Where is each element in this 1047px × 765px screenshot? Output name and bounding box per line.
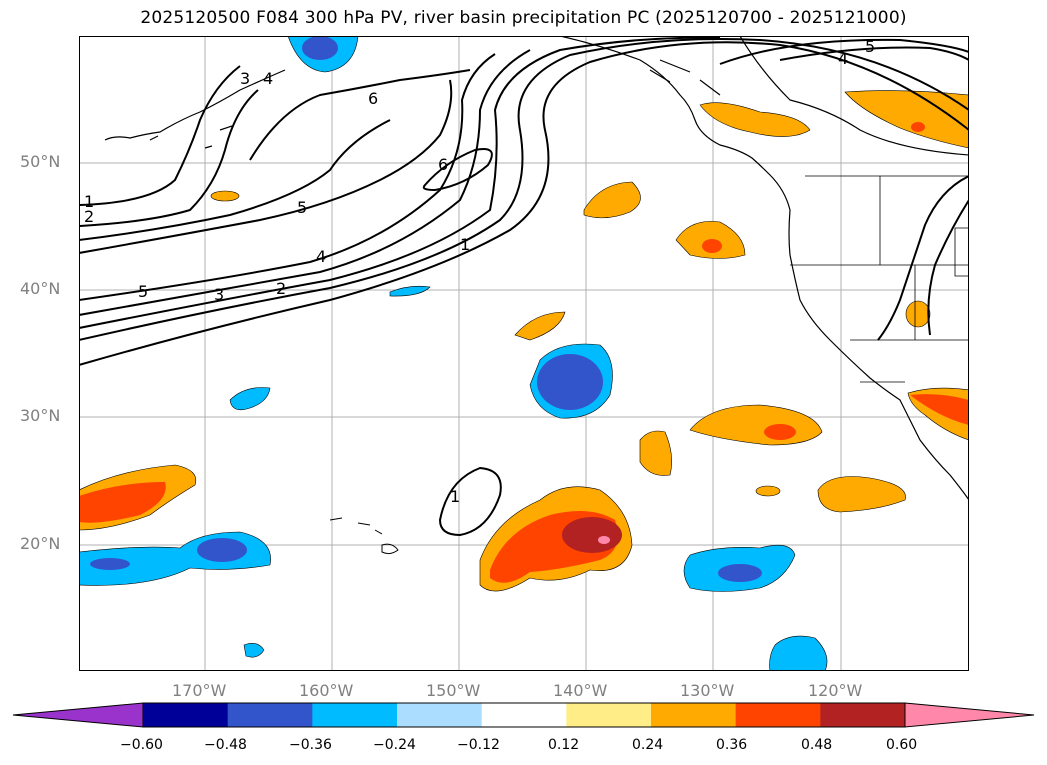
- colorbar-cell: [312, 703, 398, 727]
- orange-patch-east: [689, 404, 823, 446]
- colorbar-tick-label: −0.12: [457, 737, 500, 753]
- colorbar-cell: [566, 703, 652, 727]
- lon-label: 150°W: [426, 681, 481, 700]
- contour-label: 4: [263, 69, 273, 88]
- contour-label: 2: [84, 207, 94, 226]
- orange-patch-small-3: [755, 485, 781, 497]
- colorbar-cell: [651, 703, 737, 727]
- lon-label: 120°W: [808, 681, 863, 700]
- red-core-canada: [911, 122, 925, 132]
- colorbar-tick-label: 0.60: [886, 737, 918, 753]
- blue-core-west-2: [90, 558, 130, 570]
- political-borders: [790, 175, 968, 383]
- blue-core-north: [302, 37, 338, 60]
- red-core-west: [80, 482, 166, 523]
- contour-label: 4: [838, 49, 848, 68]
- colorbar-cell: [481, 703, 567, 727]
- orange-patch-se: [817, 476, 906, 513]
- contour-label: 3: [214, 285, 224, 304]
- blue-patch-small-2: [389, 285, 431, 297]
- colorbar-tick-label: −0.36: [289, 737, 332, 753]
- colorbar-tick-label: 0.36: [716, 737, 748, 753]
- hawaii-islands: [329, 517, 399, 555]
- orange-patch-mid2: [639, 430, 672, 476]
- contour-label-group: 1 2 3 4 5 6 6 5 4 3 2 5 4 1 1: [84, 37, 875, 506]
- blue-patch-southeast: [769, 635, 828, 670]
- blue-core-south: [718, 564, 762, 582]
- colorbar-cell: [143, 703, 229, 727]
- colorbar-tick-label: 0.48: [801, 737, 833, 753]
- colorbar-tick-label: −0.60: [120, 737, 163, 753]
- positive-pc-areas: [80, 90, 968, 592]
- contour-label: 1: [84, 192, 94, 211]
- contour-label: 6: [438, 155, 448, 174]
- pv-contours: [80, 37, 968, 537]
- colorbar-outline: [142, 702, 906, 728]
- colorbar-cell: [820, 703, 906, 727]
- darkred-core-central: [562, 517, 622, 553]
- lat-label: 30°N: [20, 406, 61, 425]
- blue-patch-small-3: [243, 643, 265, 658]
- orange-patch-ne2: [583, 181, 641, 219]
- contour-label: 5: [297, 198, 307, 217]
- lon-label: 140°W: [553, 681, 608, 700]
- blue-core-west: [197, 538, 247, 562]
- lon-label: 160°W: [299, 681, 354, 700]
- contour-label: 6: [368, 89, 378, 108]
- blue-core-central: [537, 354, 603, 410]
- red-core-ne1: [702, 239, 722, 253]
- colorbar-cell: [227, 703, 313, 727]
- contour-label: 5: [865, 37, 875, 56]
- contour-label: 1: [460, 235, 470, 254]
- contour-label: 1: [450, 487, 460, 506]
- colorbar-tick-label: 0.12: [548, 737, 580, 753]
- contour-label: 3: [240, 69, 250, 88]
- colorbar-extend-low: [12, 702, 144, 728]
- lon-label: 130°W: [680, 681, 735, 700]
- orange-patch-coast: [699, 102, 811, 137]
- colorbar-tick-label: −0.24: [373, 737, 416, 753]
- lat-label: 20°N: [20, 534, 61, 553]
- map-canvas: 1 2 3 4 5 6 6 5 4 3 2 5 4 1 1: [80, 37, 968, 670]
- colorbar-cell: [397, 703, 483, 727]
- orange-patch-mid1: [514, 311, 566, 341]
- colorbar-tick-label: −0.48: [204, 737, 247, 753]
- lat-label: 40°N: [20, 279, 61, 298]
- colorbar-extend-high: [904, 702, 1035, 728]
- lon-label: 170°W: [172, 681, 227, 700]
- coastlines: [104, 37, 968, 500]
- red-core-california: [910, 394, 968, 425]
- red-core-east: [764, 424, 796, 440]
- contour-label: 4: [316, 247, 326, 266]
- orange-patch-small-2: [905, 300, 931, 328]
- orange-patch-small-1: [210, 190, 240, 202]
- orange-patch-canada: [844, 90, 968, 149]
- colorbar-tick-label: 0.24: [632, 737, 664, 753]
- blue-patch-small-1: [229, 387, 271, 411]
- colorbar-cell: [735, 703, 821, 727]
- contour-label: 5: [138, 282, 148, 301]
- contour-label: 2: [276, 279, 286, 298]
- map-panel: 1 2 3 4 5 6 6 5 4 3 2 5 4 1 1: [79, 36, 969, 671]
- pink-core-central: [598, 536, 610, 544]
- map-title: 2025120500 F084 300 hPa PV, river basin …: [140, 8, 907, 28]
- negative-pc-areas: [80, 37, 828, 670]
- colorbar: [12, 702, 1035, 728]
- lat-label: 50°N: [20, 152, 61, 171]
